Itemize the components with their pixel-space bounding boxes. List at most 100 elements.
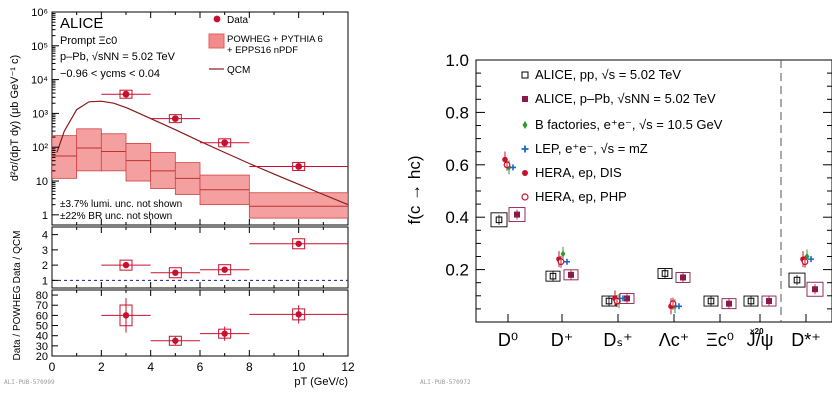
ratio-powheg-ytick-label-3: 50 [36,321,48,333]
legend-qcm-label: QCM [227,65,250,76]
legend-powheg-swatch [208,33,225,49]
left-top-plot [52,89,348,219]
left-xlabel: pT (GeV/c) [294,376,348,388]
qcm-curve [56,100,348,206]
right-plot [490,151,824,315]
f-point-s3-c6 [808,256,814,263]
legend-marker-2 [522,121,528,129]
f-syst-box-s0-c0 [490,212,508,228]
x-tick-label-2: 4 [147,360,154,374]
right-legend: ALICE, pp, √s = 5.02 TeV ALICE, p–Pb, √sN… [521,67,723,204]
right-ytick-label-3: 0.8 [445,103,469,122]
legend-label-5: HERA, ep, PHP [535,189,627,204]
ratio-qcm-point-1 [172,269,179,276]
right-ytick-label-0: 0.2 [445,261,469,280]
ratio-qcm-ytick-label-2: 3 [42,245,48,257]
experiment-label: ALICE [60,15,103,32]
right-ytick-label-4: 1.0 [445,51,469,70]
left-ratio-qcm-ylabel: Data / QCM [12,231,23,284]
right-pub-id: ALI-PUB-570972 [420,379,471,386]
top-ytick-label-1: 10 [36,176,48,188]
ratio-qcm-syst-box-1 [168,267,182,279]
data-syst-box-1 [168,114,182,124]
ratio-powheg-syst-box-2 [218,328,232,339]
category-label-3: Λc⁺ [659,330,690,350]
left-top-ylabel: d²σ/(dpT dy) (μb GeV⁻¹ c) [9,55,21,181]
legend-marker-3 [521,145,529,153]
ratio-qcm-syst-box-3 [292,238,306,250]
ratio-qcm-ytick-label-3: 4 [42,230,48,242]
left-pub-id: ALI-PUB-570999 [4,379,55,386]
info-line-system: p–Pb, √sNN = 5.02 TeV [60,51,176,63]
data-point-1 [171,115,179,123]
x-tick-label-4: 8 [246,360,253,374]
powheg-band-3 [125,142,152,182]
ratio-qcm-syst-box-2 [218,264,232,276]
legend-data-label: Data [227,15,249,26]
legend-label-2: B factories, e⁺e⁻, √s = 10.5 GeV [535,117,723,132]
ratio-powheg-ytick-label-6: 80 [36,290,48,302]
ratio-powheg-ytick-label-0: 20 [36,351,48,363]
jpsi-scale-annotation: ×20 [750,327,764,336]
category-label-6: D*⁺ [791,330,821,350]
category-label-0: D⁰ [498,330,518,350]
info-line-rapidity: −0.96 < ycms < 0.04 [60,68,160,80]
ratio-powheg-point-1 [172,337,179,344]
x-tick-label-6: 12 [341,360,355,374]
ratio-qcm-syst-box-0 [119,259,133,271]
legend-label-1: ALICE, p–Pb, √sNN = 5.02 TeV [535,91,716,106]
category-label-5: J/ψ [747,330,774,350]
ratio-powheg-ytick-label-4: 60 [36,310,48,322]
top-ytick-label-3: 10³ [32,108,48,120]
data-point-3 [295,163,303,170]
legend-marker-5 [521,193,529,201]
left-ratio-powheg-ylabel: Data / POWHEG [12,285,23,360]
powheg-band-2 [100,133,127,172]
data-syst-box-0 [119,89,133,99]
category-label-1: D⁺ [551,330,574,350]
x-tick-label-3: 6 [197,360,204,374]
right-ytick-label-2: 0.6 [445,156,469,175]
ratio-powheg-ytick-label-2: 40 [36,331,48,343]
ratio-powheg-ytick-label-5: 70 [36,300,48,312]
ratio-qcm-point-2 [221,266,228,273]
lumi-note: ±3.7% lumi. unc. not shown [60,199,182,210]
right-ytick-label-1: 0.4 [445,208,469,227]
ratio-powheg-syst-box-0 [119,304,133,327]
powheg-band-1 [76,128,102,172]
f-point-s3-c2 [620,295,626,302]
ratio-qcm-point-3 [295,240,302,247]
f-syst-box-s1-c6 [806,281,824,297]
legend-marker-4 [522,170,528,176]
legend-marker-0 [521,71,529,79]
powheg-band-0 [52,135,78,179]
right-axes: 0.2 0.4 0.6 0.8 1.0 D⁰ D⁺ Dₛ⁺ Λc⁺ Ξc⁰ J/ψ D*⁺ [445,51,832,350]
x-tick-label-1: 2 [98,360,105,374]
ratio-powheg-point-0 [122,312,130,319]
x-tick-label-0: 0 [49,360,56,374]
legend-marker-1 [522,96,528,102]
ratio-powheg-point-3 [295,311,302,318]
ratio-powheg-syst-box-1 [168,335,182,346]
data-syst-box-3 [292,161,306,171]
ratio-powheg-ytick-label-1: 30 [36,341,48,353]
ratio-qcm-ytick-label-1: 2 [42,260,48,272]
ratio-powheg-point-2 [221,330,228,337]
left-ratio-qcm-plot: 1 2 3 4 [42,230,348,287]
left-ratio-qcm-frame [51,226,349,289]
right-ylabel: f(c → hc) [405,156,424,225]
x-tick-label-5: 10 [292,360,306,374]
info-line-species: Prompt Ξc0 [60,35,117,47]
data-syst-box-2 [218,138,232,148]
category-label-4: Ξc⁰ [706,330,734,350]
top-ytick-label-2: 10² [32,142,48,154]
category-label-2: Dₛ⁺ [603,330,632,350]
data-point-0 [122,90,130,98]
f-point-s3-c1 [564,258,570,265]
f-syst-box-s0-c6 [788,272,806,288]
f-point-s3-c0 [510,164,516,171]
top-ytick-label-4: 10⁴ [31,75,48,87]
